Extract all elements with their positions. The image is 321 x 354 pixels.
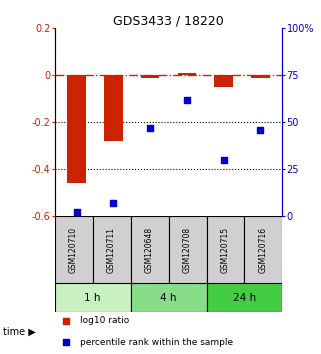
Bar: [214, 75, 233, 87]
Point: [258, 127, 263, 133]
Bar: [251, 75, 270, 78]
Bar: [178, 73, 196, 75]
Text: GSM120708: GSM120708: [183, 227, 192, 273]
Text: 24 h: 24 h: [233, 293, 256, 303]
Text: 4 h: 4 h: [160, 293, 177, 303]
Text: time ▶: time ▶: [3, 326, 36, 336]
Text: GSM120710: GSM120710: [69, 227, 78, 273]
Bar: [245, 216, 282, 283]
Bar: [131, 283, 206, 313]
Text: percentile rank within the sample: percentile rank within the sample: [80, 338, 233, 347]
Bar: [104, 75, 123, 141]
Text: GSM120716: GSM120716: [259, 227, 268, 273]
Point: [184, 97, 189, 103]
Point: [148, 125, 153, 131]
Bar: [67, 75, 86, 183]
Bar: [92, 216, 131, 283]
Text: GSM120711: GSM120711: [107, 227, 116, 273]
Bar: [169, 216, 206, 283]
Text: GSM120648: GSM120648: [145, 227, 154, 273]
Point: [221, 157, 226, 163]
Bar: [131, 216, 169, 283]
Point: [64, 339, 69, 345]
Bar: [55, 283, 131, 313]
Bar: [206, 216, 245, 283]
Point: [74, 210, 79, 215]
Text: GSM120715: GSM120715: [221, 227, 230, 273]
Text: log10 ratio: log10 ratio: [80, 316, 129, 325]
Bar: [55, 216, 92, 283]
Bar: [141, 75, 159, 78]
Point: [111, 200, 116, 206]
Point: [64, 318, 69, 324]
Title: GDS3433 / 18220: GDS3433 / 18220: [113, 14, 224, 27]
Text: 1 h: 1 h: [84, 293, 101, 303]
Bar: [206, 283, 282, 313]
